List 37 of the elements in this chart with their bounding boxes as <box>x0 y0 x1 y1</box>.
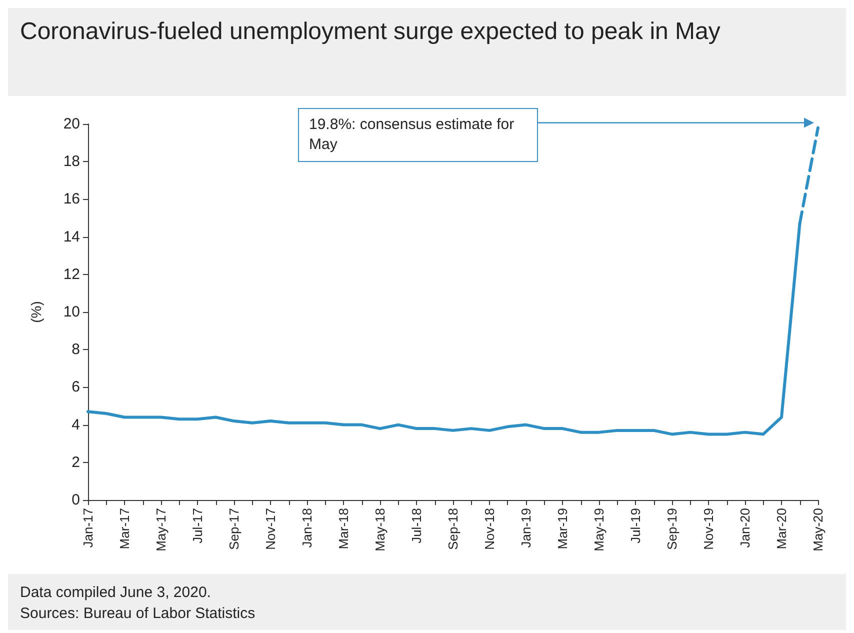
x-tick-label: Nov-17 <box>263 508 278 550</box>
x-tick-label: May-20 <box>810 508 826 552</box>
source-note: Sources: Bureau of Labor Statistics <box>20 604 256 624</box>
x-tick-label: Mar-19 <box>555 508 570 550</box>
annotation: 19.8%: consensus estimate for May <box>298 108 538 162</box>
x-tick-label: Nov-19 <box>701 508 716 550</box>
chart-title: Coronavirus-fueled unemployment surge expected to peak in May <box>8 8 846 96</box>
x-tick-label: Jul-19 <box>628 508 643 544</box>
y-tick-label: 10 <box>63 304 80 320</box>
y-tick-label: 4 <box>72 416 80 434</box>
y-tick-label: 2 <box>72 454 80 471</box>
y-tick-label: 12 <box>63 266 80 283</box>
y-tick-label: 16 <box>63 190 80 208</box>
x-tick-label: Jan-20 <box>738 508 752 548</box>
text: Data compiled June 3, 2020. <box>20 583 212 603</box>
x-tick-label: Sep-18 <box>446 508 460 550</box>
x-tick-label: Jan-19 <box>518 508 534 548</box>
y-tick-label: 18 <box>63 153 80 170</box>
x-tick-label: Sep-17 <box>226 508 242 550</box>
x-tick-label: Mar-18 <box>336 508 351 550</box>
y-tick-label: 20 <box>63 116 80 132</box>
x-tick-label: May-19 <box>592 508 606 552</box>
y-axis-title: (%) <box>28 301 44 323</box>
x-tick-label: May-18 <box>372 508 388 552</box>
x-tick-label: Jan-17 <box>80 508 96 548</box>
x-tick-label: Nov-18 <box>482 508 497 550</box>
x-tick-label: May-17 <box>154 508 168 552</box>
x-tick-label: Jan-18 <box>300 508 314 548</box>
y-tick-label: 6 <box>72 378 80 396</box>
x-tick-label: Mar-20 <box>774 508 789 550</box>
x-tick-label: Sep-19 <box>664 508 680 550</box>
y-tick-label: 8 <box>72 341 80 358</box>
x-tick-label: Mar-17 <box>117 508 132 550</box>
y-tick-label: 14 <box>63 228 80 246</box>
y-tick-label: 0 <box>72 492 80 508</box>
x-tick-label: Jul-17 <box>190 508 205 544</box>
x-tick-label: Jul-18 <box>409 508 424 544</box>
